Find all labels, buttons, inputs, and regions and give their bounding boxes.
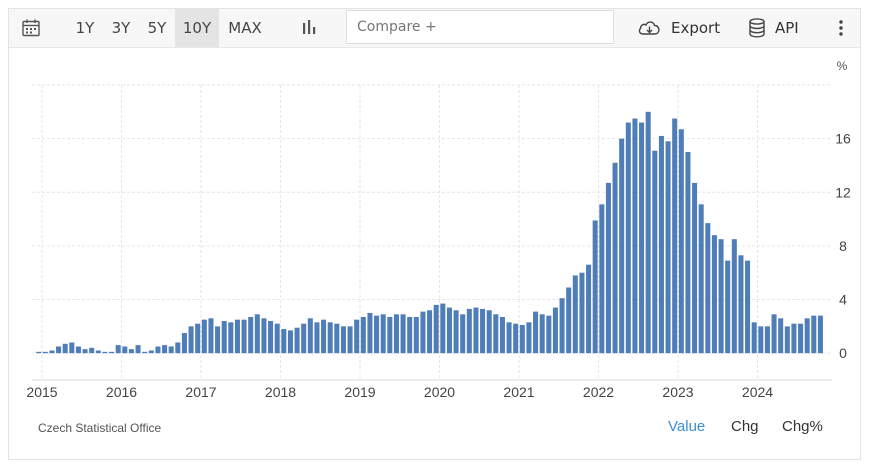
export-label: Export (671, 19, 721, 37)
chart-type-icon[interactable] (297, 9, 321, 47)
api-label: API (775, 19, 799, 37)
range-5y-button[interactable]: 5Y (147, 19, 167, 37)
range-10y-button[interactable]: 10Y (175, 9, 219, 47)
cloud-download-icon (638, 21, 660, 35)
tab-chg-percent[interactable]: Chg% (782, 418, 823, 435)
range-3y-button[interactable]: 3Y (111, 19, 131, 37)
database-icon (749, 18, 765, 38)
api-button[interactable]: API (747, 9, 807, 47)
source-label: Czech Statistical Office (38, 421, 162, 435)
chart-frame (8, 8, 861, 460)
range-max-button[interactable]: MAX (228, 19, 262, 37)
export-button[interactable]: Export (637, 9, 727, 47)
tab-value[interactable]: Value (668, 418, 706, 435)
more-options-icon[interactable] (833, 9, 849, 47)
calendar-icon[interactable] (19, 9, 43, 47)
compare-input[interactable] (346, 10, 614, 44)
tab-chg[interactable]: Chg (731, 418, 759, 435)
range-1y-button[interactable]: 1Y (75, 19, 95, 37)
